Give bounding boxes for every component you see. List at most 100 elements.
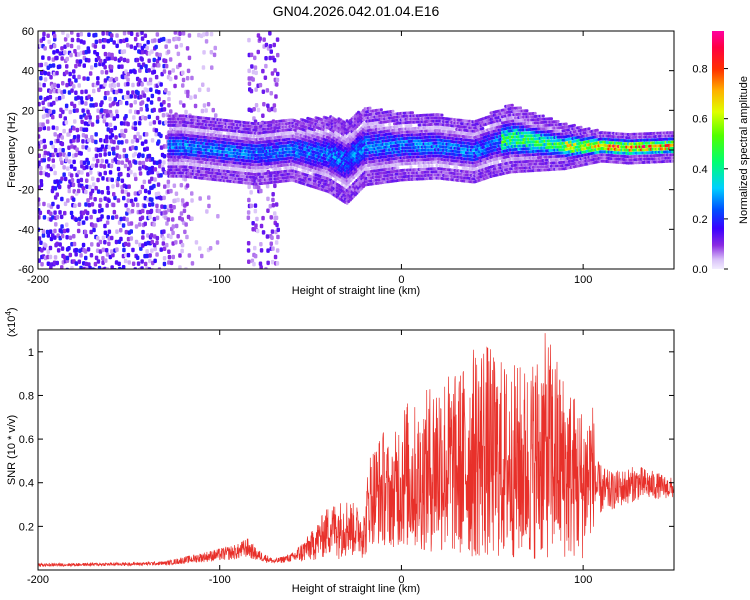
heatmap-cell xyxy=(84,127,89,132)
heatmap-cell xyxy=(69,210,74,216)
heatmap-cell xyxy=(96,259,101,264)
heatmap-cell xyxy=(149,208,154,214)
heatmap-cell xyxy=(133,45,137,51)
heatmap-cell xyxy=(159,173,163,178)
heatmap-cell xyxy=(68,252,73,258)
heatmap-cell xyxy=(143,188,148,194)
heatmap-cell xyxy=(100,108,104,113)
heatmap-cell xyxy=(69,164,74,169)
heatmap-cell xyxy=(133,94,137,99)
heatmap-cell xyxy=(88,184,92,190)
heatmap-cell xyxy=(93,223,98,228)
heatmap-cell xyxy=(173,31,178,35)
heatmap-cell xyxy=(53,210,57,215)
heatmap-cell xyxy=(254,103,259,108)
heatmap-cell xyxy=(155,240,159,245)
heatmap-cell xyxy=(126,90,130,95)
heatmap-cell xyxy=(110,235,114,241)
heatmap-cell xyxy=(44,62,48,67)
heatmap-cell xyxy=(419,164,423,168)
heatmap-cell xyxy=(138,171,143,176)
heatmap-cell xyxy=(270,71,275,76)
heatmap-cell xyxy=(126,43,130,48)
heatmap-cell xyxy=(125,100,129,106)
heatmap-cell xyxy=(161,36,166,42)
heatmap-cell xyxy=(259,248,264,253)
heatmap-cell xyxy=(122,133,126,139)
heatmap-cell xyxy=(162,160,166,165)
heatmap-cell xyxy=(129,221,134,226)
heatmap-cell xyxy=(61,94,65,100)
heatmap-cell xyxy=(152,57,156,63)
heatmap-cell xyxy=(261,215,265,221)
heatmap-cell xyxy=(67,145,71,150)
heatmap-cell xyxy=(153,246,157,252)
heatmap-cell xyxy=(86,160,90,166)
heatmap-cell xyxy=(74,252,78,257)
heatmap-cell xyxy=(108,109,113,115)
heatmap-cell xyxy=(84,267,89,269)
heatmap-cell xyxy=(103,82,107,87)
heatmap-cell xyxy=(140,141,145,146)
heatmap-cell xyxy=(185,183,190,188)
heatmap-cell xyxy=(270,235,274,240)
heatmap-cell xyxy=(58,210,62,215)
heatmap-cell xyxy=(211,107,215,113)
heatmap-cell xyxy=(70,144,74,149)
heatmap-cell xyxy=(103,240,107,245)
heatmap-cell xyxy=(126,236,131,242)
heatmap-cell xyxy=(213,45,217,51)
heatmap-cell xyxy=(109,113,114,118)
heatmap-cell xyxy=(273,107,277,113)
heatmap-cell xyxy=(46,203,51,208)
heatmap-cell xyxy=(272,103,277,108)
heatmap-cell xyxy=(107,198,111,203)
heatmap-cell xyxy=(51,125,56,130)
heatmap-cell xyxy=(265,234,270,239)
heatmap-cell xyxy=(84,134,88,139)
heatmap-cell xyxy=(97,265,102,269)
heatmap-cell xyxy=(111,252,115,258)
heatmap-cell xyxy=(164,44,168,49)
heatmap-cell xyxy=(90,242,94,247)
heatmap-cell xyxy=(206,87,211,92)
heatmap-cell xyxy=(216,165,220,169)
heatmap-cell xyxy=(73,166,77,172)
heatmap-cell xyxy=(131,202,135,207)
heatmap-cell xyxy=(118,266,122,269)
heatmap-cell xyxy=(274,202,279,207)
heatmap-cell xyxy=(123,163,128,169)
heatmap-cell xyxy=(80,89,84,95)
heatmap-cell xyxy=(379,108,383,112)
heatmap-cell xyxy=(174,223,179,229)
heatmap-cell xyxy=(52,33,57,39)
heatmap-cell xyxy=(141,208,145,214)
heatmap-cell xyxy=(148,253,152,258)
heatmap-cell xyxy=(74,247,79,253)
heatmap-cell xyxy=(201,65,206,70)
heatmap-cell xyxy=(100,144,105,149)
heatmap-cell xyxy=(108,96,112,102)
heatmap-cell xyxy=(72,103,77,109)
heatmap-cell xyxy=(92,156,96,162)
heatmap-cell xyxy=(111,215,115,220)
heatmap-cell xyxy=(86,76,90,81)
heatmap-cell xyxy=(254,223,258,228)
heatmap-cell xyxy=(63,201,68,207)
heatmap-cell xyxy=(411,111,414,115)
heatmap-cell xyxy=(249,203,254,209)
heatmap-cell xyxy=(133,100,137,105)
heatmap-cell xyxy=(73,203,77,208)
heatmap-cell xyxy=(153,258,157,264)
heatmap-cell xyxy=(143,77,147,82)
heatmap-cell xyxy=(201,82,205,87)
heatmap-cell xyxy=(93,44,98,49)
heatmap-cell xyxy=(65,56,69,62)
heatmap-cell xyxy=(76,178,81,184)
heatmap-cell xyxy=(133,121,138,126)
heatmap-cell xyxy=(147,166,152,172)
heatmap-cell xyxy=(66,198,70,203)
heatmap-cell xyxy=(205,31,209,37)
heatmap-cell xyxy=(83,249,88,254)
